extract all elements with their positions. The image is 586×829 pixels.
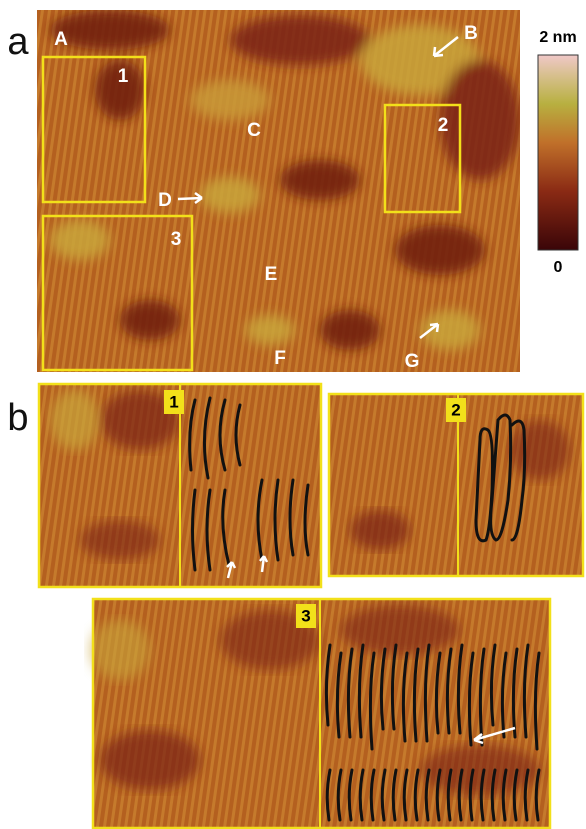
inset-label: 2 [451,400,460,419]
region-label: B [464,23,478,44]
region-label: C [247,120,261,141]
box-label: 1 [118,66,129,87]
inset: 1 [39,384,321,587]
afm-image [37,10,520,372]
inset: 3 [90,599,550,828]
region-label: F [274,348,286,369]
region-label: G [405,351,420,372]
figure: a A B C D E F G 1 2 3 2 n [0,0,586,829]
box-label: 2 [438,115,449,136]
colorbar-min: 0 [554,259,563,276]
region-label: A [54,29,68,50]
inset-label: 3 [301,606,310,625]
box-label: 3 [171,229,182,250]
panel-label: a [7,21,29,63]
region-label: E [265,264,278,285]
inset: 2 [329,394,583,576]
inset-label: 1 [169,392,178,411]
colorbar-max: 2 nm [539,29,576,46]
colorbar [538,55,578,250]
panel-label: b [7,397,28,439]
region-label: D [158,190,172,211]
